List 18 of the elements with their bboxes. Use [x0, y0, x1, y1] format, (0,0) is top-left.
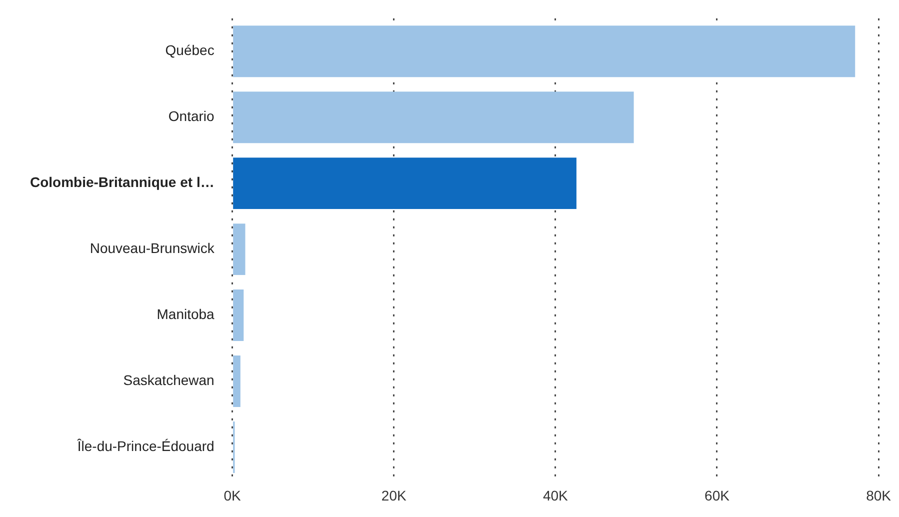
y-tick-label: Nouveau-Brunswick [90, 240, 216, 256]
x-tick-label: 60K [704, 487, 730, 504]
y-tick-label: Ontario [168, 108, 215, 124]
bar [233, 290, 244, 341]
y-tick-label: Québec [165, 42, 214, 58]
y-tick-label: Manitoba [156, 306, 215, 322]
bar [233, 92, 634, 144]
bar [233, 356, 240, 407]
bar [233, 158, 576, 210]
x-tick-label: 80K [866, 487, 892, 504]
bar [233, 224, 246, 276]
x-tick-label: 20K [381, 487, 407, 504]
y-tick-label: Colombie-Britannique et l… [30, 174, 214, 190]
y-tick-label: Île-du-Prince-Édouard [76, 438, 214, 454]
x-tick-label: 40K [542, 487, 569, 504]
x-tick-label: 0K [224, 487, 242, 504]
bar [233, 26, 856, 78]
y-tick-label: Saskatchewan [123, 372, 214, 388]
